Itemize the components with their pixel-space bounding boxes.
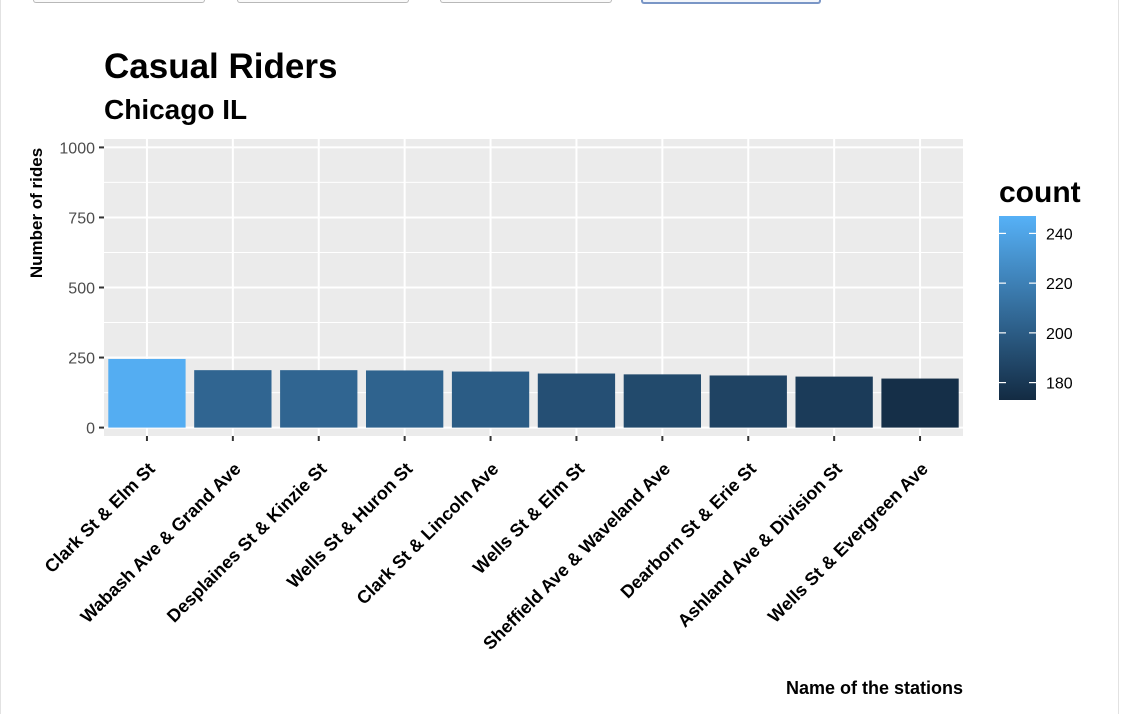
- y-tick-label: 250: [68, 351, 95, 368]
- bar: [623, 374, 702, 428]
- y-tick-label: 0: [86, 421, 95, 438]
- bar: [108, 358, 186, 428]
- tab-3[interactable]: [440, 0, 612, 3]
- legend-tick-label: 220: [1046, 276, 1073, 293]
- y-tick-label: 750: [68, 210, 95, 227]
- x-tick-label: Wabash Ave & Grand Ave: [77, 459, 245, 627]
- bar: [795, 376, 873, 428]
- x-tick-label: Sheffield Ave & Waveland Ave: [479, 459, 674, 654]
- chart-title: Casual Riders: [104, 47, 337, 86]
- bar: [365, 370, 444, 428]
- legend-ticks: 180 200 220 240: [999, 226, 1073, 393]
- bar: [451, 371, 530, 428]
- x-tick-label: Desplaines St & Kinzie St: [163, 459, 331, 627]
- bar: [194, 370, 272, 428]
- chart-subtitle: Chicago IL: [104, 94, 247, 125]
- y-axis-title: Number of rides: [27, 148, 46, 278]
- x-tick-label: Ashland Ave & Division St: [674, 459, 846, 631]
- legend-title: count: [999, 176, 1081, 209]
- tab-2[interactable]: [237, 0, 409, 3]
- bar: [537, 373, 616, 428]
- x-tick-label: Wells St & Evergreen Ave: [764, 459, 932, 627]
- legend-tick-label: 240: [1046, 226, 1073, 243]
- legend-tick-label: 200: [1046, 326, 1073, 343]
- bar: [881, 378, 959, 428]
- x-tick-label: Clark St & Lincoln Ave: [353, 459, 503, 609]
- y-tick-label: 1000: [59, 140, 95, 157]
- tab-4-active[interactable]: [641, 0, 821, 4]
- bars: [108, 358, 959, 428]
- bar: [709, 375, 787, 428]
- x-axis-title: Name of the stations: [786, 678, 963, 698]
- y-axis: 0 250 500 750 1000: [59, 140, 104, 438]
- y-tick-label: 500: [68, 281, 95, 298]
- bar: [280, 370, 358, 428]
- legend-colorbar: [999, 216, 1036, 400]
- tab-1[interactable]: [33, 0, 205, 3]
- legend-tick-label: 180: [1046, 376, 1073, 393]
